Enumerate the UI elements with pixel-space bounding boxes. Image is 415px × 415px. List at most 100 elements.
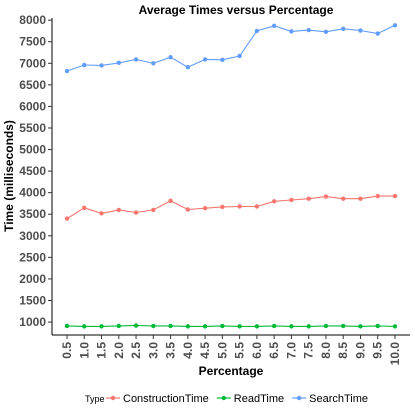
x-axis-ticks: 0.5 1.0 1.5 2.0 2.5 3.0 3.5 4.0 4.5 5.0 5.5 6.0 6.5 7… [60, 335, 402, 365]
data-point [99, 63, 104, 68]
data-point [202, 206, 208, 211]
data-point [254, 28, 260, 34]
legend-key-point [110, 395, 116, 401]
x-tick-label: 8.0 [319, 342, 333, 359]
series-SearchTime [64, 23, 398, 74]
data-point [341, 323, 346, 329]
data-point [82, 62, 87, 68]
data-point [375, 323, 380, 329]
data-point [375, 31, 380, 36]
y-tick-label: 7000 [19, 56, 46, 70]
legend-label: ConstructionTime [123, 393, 209, 405]
y-tick-label: 4000 [19, 186, 46, 200]
legend-items: ConstructionTime ReadTime SearchTime [106, 393, 368, 405]
data-point [237, 53, 242, 59]
data-point [358, 324, 363, 329]
legend-item: ConstructionTime [106, 393, 209, 405]
data-point [254, 324, 260, 329]
x-tick-label: 2.5 [129, 342, 143, 359]
x-axis-title: Percentage [199, 364, 264, 378]
data-point [82, 324, 87, 329]
data-point [202, 57, 208, 62]
data-point [358, 196, 363, 201]
data-point [306, 27, 311, 33]
data-point [237, 324, 242, 329]
y-tick-label: 2500 [19, 250, 46, 264]
data-point [116, 207, 121, 213]
data-point [289, 197, 294, 203]
legend-key-point [221, 395, 226, 401]
legend-title: Type [85, 394, 105, 404]
x-tick-label: 9.5 [371, 342, 385, 359]
x-tick-label: 2.0 [112, 342, 126, 359]
x-tick-label: 3.0 [146, 342, 160, 359]
x-tick-label: 5.5 [233, 342, 247, 359]
data-point [237, 204, 242, 209]
data-point [220, 323, 225, 329]
y-tick-label: 8000 [19, 13, 46, 27]
data-point [341, 196, 346, 201]
x-tick-label: 1.5 [95, 342, 109, 359]
y-tick-label: 7500 [19, 35, 46, 49]
y-tick-label: 4500 [19, 164, 46, 178]
data-point [306, 324, 311, 329]
y-tick-label: 1000 [19, 315, 46, 329]
data-point [133, 57, 139, 62]
x-tick-label: 5.0 [215, 342, 229, 359]
data-point [392, 193, 398, 199]
x-tick-label: 4.5 [198, 342, 212, 359]
data-point [168, 198, 173, 204]
data-point [64, 323, 70, 329]
x-tick-label: 7.0 [284, 342, 298, 359]
data-point [254, 204, 260, 209]
data-point [323, 323, 329, 329]
data-point [392, 324, 398, 329]
data-point [116, 323, 121, 329]
x-tick-label: 4.0 [181, 342, 195, 359]
data-point [185, 64, 191, 70]
data-point [220, 204, 225, 210]
data-point [151, 61, 156, 66]
data-point [151, 323, 156, 329]
series-ConstructionTime [64, 193, 398, 221]
legend-item: SearchTime [292, 393, 368, 405]
data-point [151, 207, 156, 213]
y-tick-label: 3000 [19, 229, 46, 243]
x-tick-label: 0.5 [60, 342, 74, 359]
y-axis-title: Time (milliseconds) [2, 120, 16, 232]
data-point [202, 324, 208, 329]
data-point [185, 324, 191, 329]
y-tick-label: 1500 [19, 293, 46, 307]
x-tick-label: 3.5 [164, 342, 178, 359]
data-point [64, 68, 70, 74]
legend-label: ReadTime [234, 393, 284, 405]
y-tick-label: 3500 [19, 207, 46, 221]
y-tick-label: 5000 [19, 143, 46, 157]
series-line [66, 324, 396, 327]
x-tick-label: 6.0 [250, 342, 264, 359]
series-line [66, 24, 396, 72]
data-point [392, 23, 398, 28]
data-point [82, 205, 87, 210]
x-tick-label: 1.0 [77, 342, 91, 359]
legend-label: SearchTime [309, 393, 368, 405]
data-point [289, 324, 294, 329]
data-point [168, 55, 173, 60]
data-point [271, 323, 277, 329]
y-tick-label: 6000 [19, 99, 46, 113]
data-point [99, 324, 104, 329]
data-point [64, 216, 70, 221]
data-point [323, 29, 329, 35]
series-layer [64, 23, 398, 329]
data-point [323, 194, 329, 199]
x-tick-label: 6.5 [267, 342, 281, 359]
data-point [341, 26, 346, 31]
x-tick-label: 9.0 [353, 342, 367, 359]
legend-key-point [296, 395, 302, 401]
data-point [220, 57, 225, 63]
x-tick-label: 7.5 [302, 342, 316, 359]
y-tick-label: 5500 [19, 121, 46, 135]
x-tick-label: 8.5 [336, 342, 350, 359]
series-ReadTime [64, 323, 398, 329]
legend: Type ConstructionTime ReadTime SearchTime [85, 393, 368, 405]
